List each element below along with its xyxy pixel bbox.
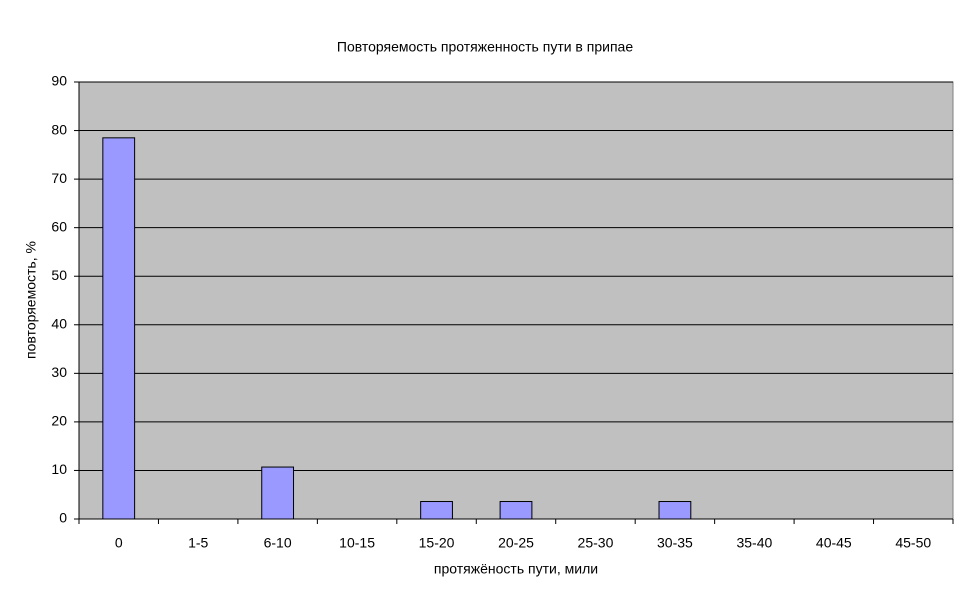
x-tick-label: 35-40 xyxy=(736,535,772,551)
y-tick-label: 80 xyxy=(51,121,67,137)
y-tick-label: 60 xyxy=(51,218,67,234)
bar xyxy=(658,501,692,520)
x-tick-label: 40-45 xyxy=(816,535,852,551)
x-axis-title: протяжёность пути, мили xyxy=(434,561,598,577)
y-tick-label: 90 xyxy=(51,73,67,89)
y-tick-label: 40 xyxy=(51,315,67,331)
x-tick-label: 1-5 xyxy=(188,535,208,551)
x-tick-label: 30-35 xyxy=(657,535,693,551)
y-tick-label: 10 xyxy=(51,461,67,477)
plot-area xyxy=(78,81,954,520)
x-tick-label: 6-10 xyxy=(264,535,292,551)
y-tick-label: 70 xyxy=(51,170,67,186)
chart-title: Повторяемость протяженность пути в припа… xyxy=(337,39,633,55)
bar xyxy=(420,501,453,520)
x-tick-label: 0 xyxy=(115,535,123,551)
bar xyxy=(499,501,533,520)
x-tick-label: 15-20 xyxy=(419,535,455,551)
y-tick-label: 30 xyxy=(51,364,67,380)
bar xyxy=(102,137,136,520)
x-tick-label: 25-30 xyxy=(578,535,614,551)
bar xyxy=(261,466,295,520)
y-tick-label: 20 xyxy=(51,413,67,429)
y-tick-label: 50 xyxy=(51,267,67,283)
x-tick-label: 45-50 xyxy=(895,535,931,551)
x-tick-label: 10-15 xyxy=(339,535,375,551)
x-tick-label: 20-25 xyxy=(498,535,534,551)
y-tick-label: 0 xyxy=(59,510,67,526)
y-axis-title: повторяемость, % xyxy=(23,241,39,359)
